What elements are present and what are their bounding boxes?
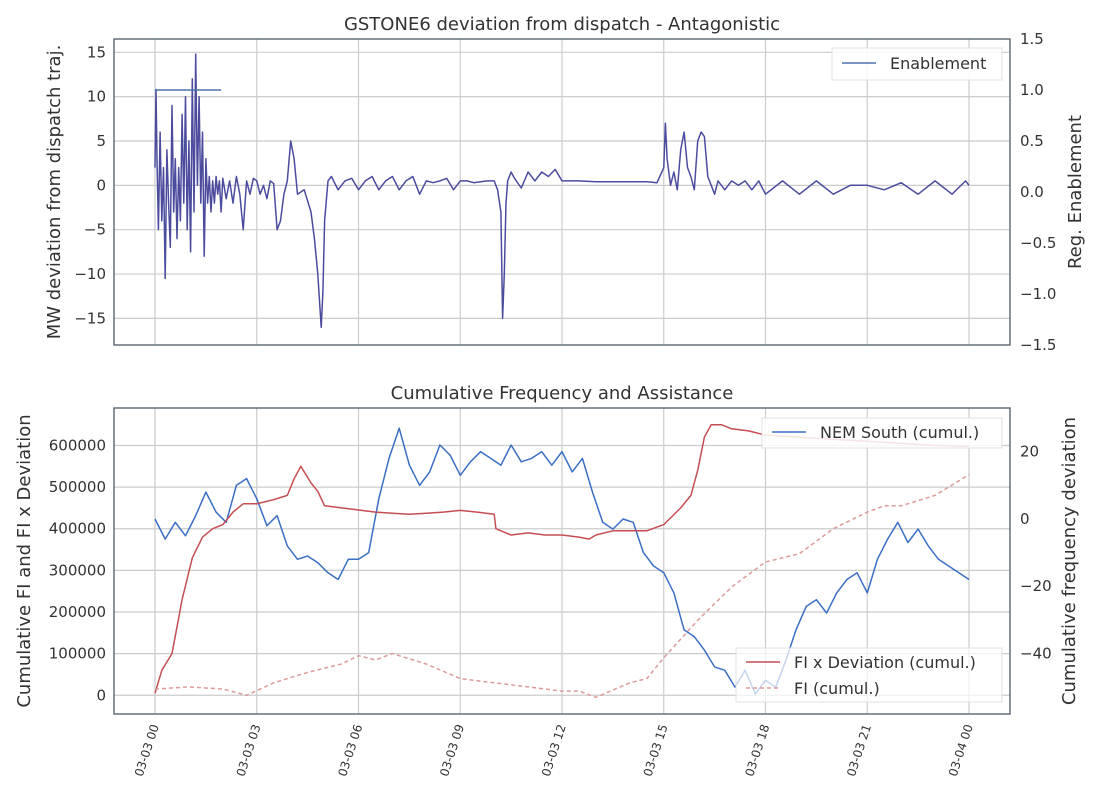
x-tick-label: 03-03 12 <box>539 723 569 779</box>
top-left-tick-label: −5 <box>84 221 106 239</box>
x-tick-label: 03-03 03 <box>234 723 264 779</box>
top-right-tick-label: 0.5 <box>1020 132 1044 150</box>
bottom-series-line-0 <box>154 427 970 695</box>
bottom-right-tick-label: −20 <box>1020 577 1052 595</box>
top-legend-box <box>831 47 1003 81</box>
legend-label-fi: FI (cumul.) <box>794 679 880 698</box>
bottom-legend-bottom: FI x Deviation (cumul.) FI (cumul.) <box>735 647 1003 703</box>
bottom-chart-title: Cumulative Frequency and Assistance <box>391 383 734 404</box>
bottom-right-axis-label: Cumulative frequency deviation <box>1059 417 1080 705</box>
top-right-tick-label: 0.0 <box>1020 183 1044 201</box>
x-tick-label: 03-03 00 <box>132 723 162 779</box>
bottom-x-ticks: 03-03 00 03-03 03 03-03 06 03-03 09 03-03 12… <box>132 723 976 779</box>
top-left-ticks: 15 10 5 0 −5 −10 −15 <box>74 43 106 327</box>
top-series-line-0 <box>154 53 970 329</box>
bottom-plot-frame <box>113 407 1011 715</box>
top-left-tick-label: −10 <box>74 265 106 283</box>
top-right-tick-label: −1.0 <box>1020 285 1056 303</box>
top-right-ticks: 1.5 1.0 0.5 0.0 −0.5 −1.0 −1.5 <box>1020 30 1056 354</box>
bottom-left-tick-label: 100000 <box>49 645 106 663</box>
bottom-left-tick-label: 600000 <box>49 436 106 454</box>
bottom-legend-bottom-box <box>735 647 1003 703</box>
top-right-tick-label: 1.5 <box>1020 30 1044 48</box>
bottom-right-tick-label: 20 <box>1020 443 1039 461</box>
x-tick-label: 03-04 00 <box>946 723 976 779</box>
x-tick-label: 03-03 21 <box>844 723 874 779</box>
bottom-left-ticks: 600000 500000 400000 300000 200000 100000 0 <box>49 436 106 704</box>
bottom-left-tick-label: 400000 <box>49 520 106 538</box>
bottom-left-tick-label: 500000 <box>49 478 106 496</box>
bottom-series-line-1 <box>154 423 970 694</box>
top-left-tick-label: 15 <box>87 43 106 61</box>
top-left-axis-label: MW deviation from dispatch traj. <box>44 45 65 340</box>
legend-label-nem-south: NEM South (cumul.) <box>820 423 979 442</box>
top-left-tick-label: 5 <box>96 132 106 150</box>
legend-label-fi-deviation: FI x Deviation (cumul.) <box>794 653 976 672</box>
top-right-tick-label: −0.5 <box>1020 234 1056 252</box>
bottom-right-tick-label: −40 <box>1020 644 1052 662</box>
bottom-right-tick-label: 0 <box>1020 510 1030 528</box>
top-chart-title: GSTONE6 deviation from dispatch - Antago… <box>344 14 780 35</box>
bottom-right-ticks: 20 0 −20 −40 <box>1020 443 1052 663</box>
bottom-series-line-2 <box>154 473 970 699</box>
x-tick-label: 03-03 09 <box>437 723 467 779</box>
legend-label-enablement: Enablement <box>890 54 986 73</box>
top-series-group <box>154 53 970 329</box>
bottom-grid <box>114 408 1010 714</box>
bottom-left-tick-label: 300000 <box>49 561 106 579</box>
bottom-series-group <box>154 423 970 699</box>
top-right-axis-label: Reg. Enablement <box>1065 115 1086 269</box>
x-tick-label: 03-03 15 <box>641 723 671 779</box>
x-tick-label: 03-03 18 <box>742 723 772 779</box>
top-right-tick-label: 1.0 <box>1020 81 1044 99</box>
bottom-left-axis-label: Cumulative FI and FI x Deviation <box>14 414 35 707</box>
top-left-tick-label: 10 <box>87 88 106 106</box>
top-plot-frame <box>113 38 1011 346</box>
top-chart: GSTONE6 deviation from dispatch - Antago… <box>44 14 1086 354</box>
bottom-legend-top: NEM South (cumul.) <box>761 417 1003 449</box>
bottom-left-tick-label: 0 <box>96 686 106 704</box>
top-left-tick-label: −15 <box>74 309 106 327</box>
top-left-tick-label: 0 <box>96 176 106 194</box>
top-legend: Enablement <box>831 47 1003 81</box>
bottom-chart: Cumulative Frequency and Assistance 6000… <box>14 383 1080 778</box>
bottom-legend-top-box <box>761 417 1003 449</box>
x-tick-label: 03-03 06 <box>335 723 365 779</box>
top-right-tick-label: −1.5 <box>1020 336 1056 354</box>
top-grid <box>114 39 1010 345</box>
bottom-left-tick-label: 200000 <box>49 603 106 621</box>
